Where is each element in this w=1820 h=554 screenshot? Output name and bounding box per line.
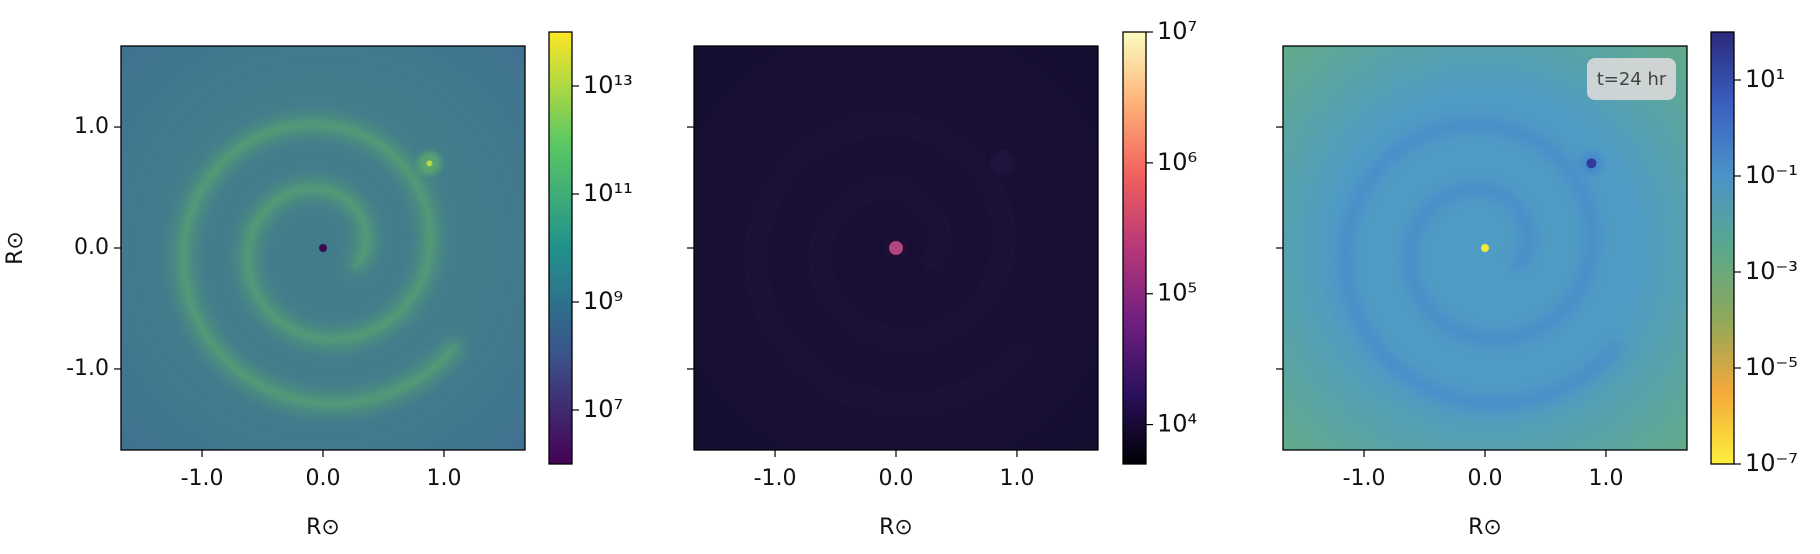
colorbar-tick-label: 10⁵ (1157, 279, 1197, 307)
y-tick-label: 1.0 (74, 114, 109, 139)
colorbar-tick-label: 10⁷ (583, 395, 623, 423)
heatmap-image (694, 46, 1098, 450)
colorbar-tick-label: 10⁻³ (1745, 257, 1798, 285)
y-tick-label: -1.0 (66, 356, 109, 381)
x-axis-label: R⊙ (879, 515, 913, 540)
colorbar-tick-label: 10⁻¹ (1745, 161, 1798, 189)
x-axis-label: R⊙ (306, 515, 340, 540)
core (1481, 244, 1489, 252)
y-axis-label: R⊙ (3, 231, 28, 265)
companion (1000, 161, 1005, 166)
colorbar-tick-label: 10⁹ (583, 287, 623, 315)
colorbar-tick-label: 10⁴ (1157, 410, 1197, 438)
x-tick-label: 1.0 (1588, 466, 1623, 491)
panel: -1.0 0.0 1.0 -1.0 0.0 1.0 R⊙ R⊙ 10⁷ 10⁹ 10¹¹ 10¹³ (3, 31, 633, 540)
core (319, 244, 327, 252)
x-tick-label: 0.0 (879, 466, 914, 491)
x-tick-label: 0.0 (306, 466, 341, 491)
x-tick-label: 1.0 (999, 466, 1034, 491)
colorbar-tick-label: 10¹¹ (583, 179, 633, 207)
y-tick-label: 0.0 (74, 235, 109, 260)
spiral-arm-core (181, 122, 460, 406)
x-axis-label: R⊙ (1468, 515, 1502, 540)
x-tick-label: -1.0 (181, 466, 224, 491)
colorbar-tick-label: 10⁻⁵ (1745, 353, 1798, 381)
colorbar-tick-label: 10¹ (1745, 65, 1785, 93)
x-tick-label: -1.0 (754, 466, 797, 491)
colorbar (1710, 31, 1735, 465)
heatmap-image (1283, 46, 1687, 450)
x-tick-label: 1.0 (426, 466, 461, 491)
colorbar-tick-label: 10⁷ (1157, 17, 1197, 45)
colorbar (548, 31, 573, 465)
x-tick-label: 0.0 (1468, 466, 1503, 491)
colorbar-tick-label: 10¹³ (583, 71, 633, 99)
colorbar (1122, 31, 1147, 465)
annotation-box (1587, 58, 1676, 100)
companion (426, 160, 433, 167)
spiral-arm-core (1343, 122, 1622, 406)
colorbar-tick-label: 10⁶ (1157, 148, 1197, 176)
spiral-arm-core (754, 122, 1033, 406)
colorbar-tick-label: 10⁻⁷ (1745, 449, 1798, 477)
panel: -1.0 0.0 1.0 R⊙ 10⁴ 10⁵ 10⁶ 10⁷ (687, 17, 1197, 540)
core (889, 241, 903, 255)
companion (1586, 158, 1597, 169)
x-tick-label: -1.0 (1343, 466, 1386, 491)
panel: -1.0 0.0 1.0 R⊙ t=24 hr 10⁻⁷ 10⁻⁵ 10⁻³ 10⁻¹ 10¹ (1276, 31, 1798, 540)
heatmap-image (121, 46, 525, 450)
annotation: t=24 hr (1597, 69, 1667, 90)
